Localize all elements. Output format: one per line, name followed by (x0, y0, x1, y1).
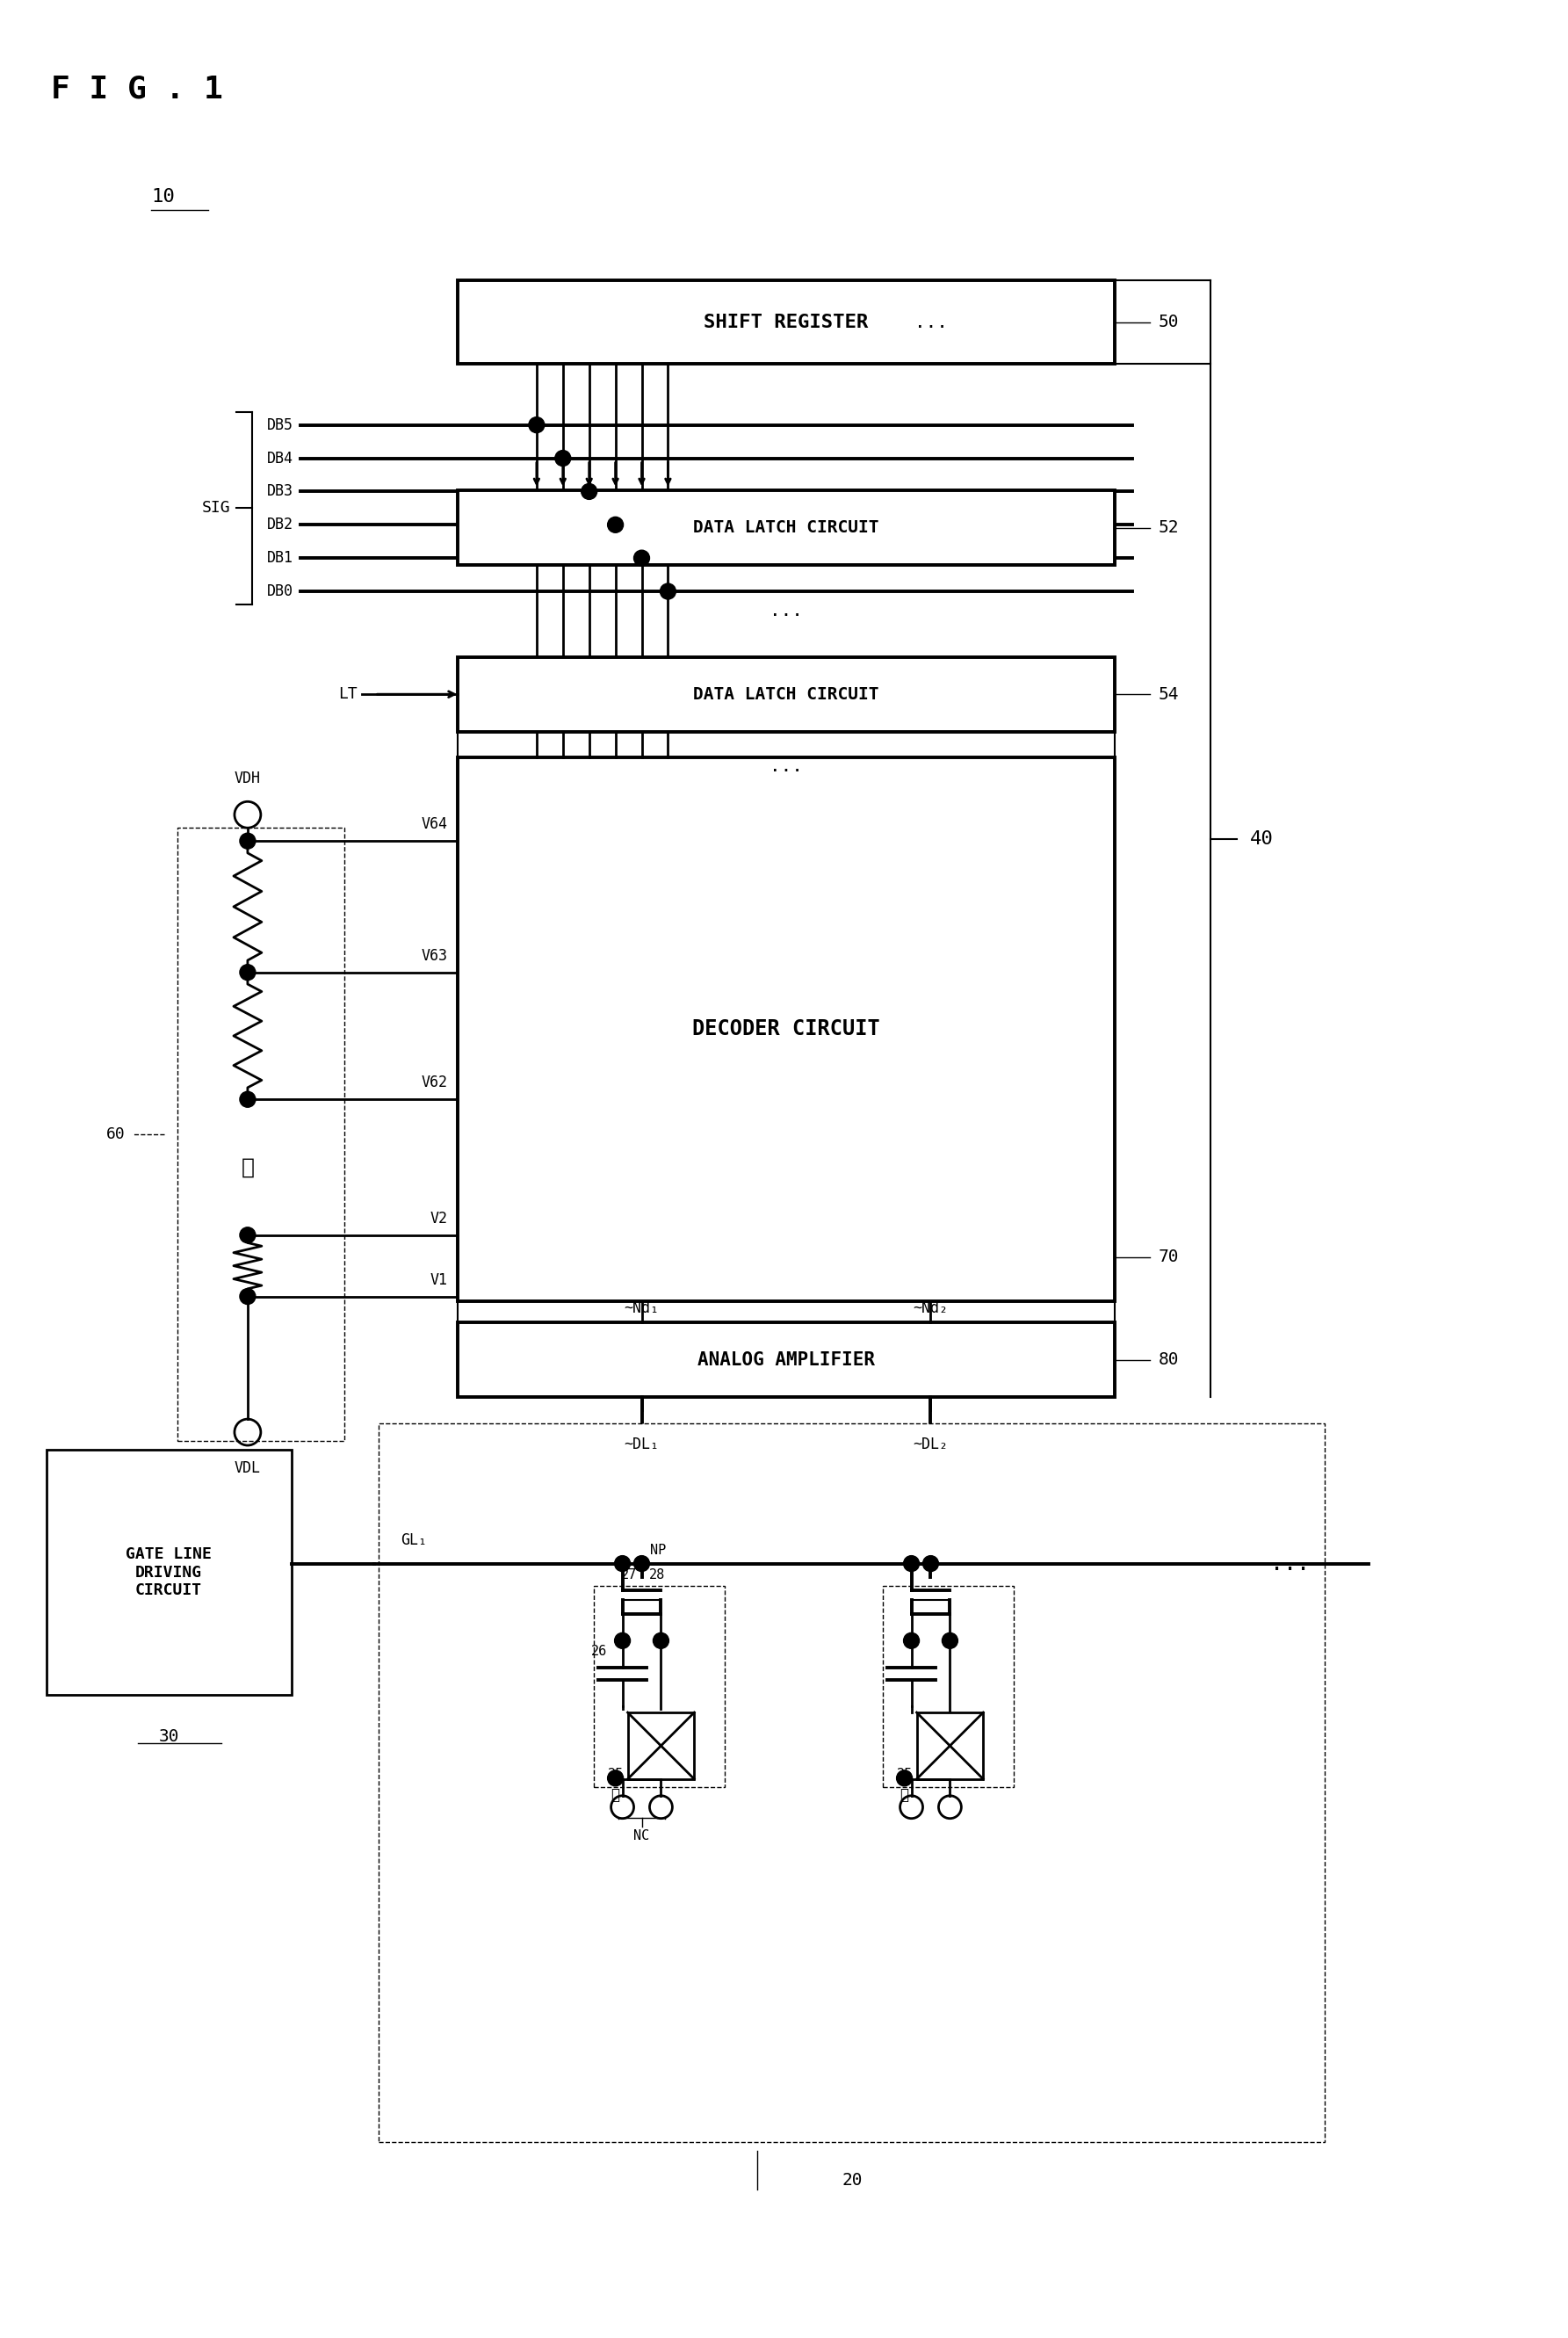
Text: DATA LATCH CIRCUIT: DATA LATCH CIRCUIT (693, 685, 880, 704)
Circle shape (942, 1632, 958, 1648)
Text: ...: ... (1270, 1552, 1309, 1573)
Bar (594, 1585, 724, 1786)
Circle shape (615, 1632, 630, 1648)
Text: 54: 54 (1159, 685, 1179, 704)
Bar (627, 1711, 695, 1779)
Circle shape (240, 966, 256, 980)
Circle shape (555, 451, 571, 465)
Circle shape (582, 484, 597, 500)
Text: VDL: VDL (235, 1461, 260, 1475)
Text: 25: 25 (607, 1768, 624, 1782)
Text: 25: 25 (897, 1768, 913, 1782)
Text: ...: ... (770, 758, 803, 776)
Text: V62: V62 (420, 1075, 447, 1090)
Text: SIG: SIG (201, 500, 230, 517)
Text: SHIFT REGISTER: SHIFT REGISTER (704, 313, 869, 330)
Text: V63: V63 (420, 947, 447, 963)
Text: 52: 52 (1159, 519, 1179, 535)
Text: DATA LATCH CIRCUIT: DATA LATCH CIRCUIT (693, 519, 880, 535)
Text: VDH: VDH (235, 772, 260, 786)
Bar (458, 657, 1115, 732)
Circle shape (903, 1555, 919, 1571)
Text: V2: V2 (430, 1211, 447, 1227)
Text: 20: 20 (842, 2172, 862, 2188)
Text: DB5: DB5 (267, 416, 293, 433)
Circle shape (615, 1555, 630, 1571)
Bar (379, 1424, 1325, 2142)
Text: 40: 40 (1250, 830, 1273, 849)
Circle shape (240, 1288, 256, 1305)
Text: ANALOG AMPLIFIER: ANALOG AMPLIFIER (698, 1351, 875, 1368)
Text: DB3: DB3 (267, 484, 293, 500)
Text: ~Nd₂: ~Nd₂ (913, 1300, 949, 1316)
Text: 30: 30 (158, 1728, 179, 1744)
Text: DB4: DB4 (267, 451, 293, 465)
Bar (458, 758, 1115, 1300)
Text: ⋮: ⋮ (241, 1157, 254, 1178)
Text: 27: 27 (621, 1569, 637, 1580)
Circle shape (633, 549, 649, 566)
Text: ~Nd₁: ~Nd₁ (624, 1300, 659, 1316)
Text: GATE LINE
DRIVING
CIRCUIT: GATE LINE DRIVING CIRCUIT (125, 1545, 212, 1599)
Text: GL₁: GL₁ (401, 1531, 426, 1548)
Circle shape (924, 1555, 939, 1571)
Text: DB0: DB0 (267, 584, 293, 599)
Text: 60: 60 (107, 1127, 125, 1143)
Text: NP: NP (651, 1543, 666, 1557)
Bar (458, 491, 1115, 566)
Text: DECODER CIRCUIT: DECODER CIRCUIT (693, 1019, 880, 1040)
Bar (883, 1585, 1014, 1786)
Circle shape (240, 1092, 256, 1108)
Bar (458, 1323, 1115, 1398)
Circle shape (633, 1555, 649, 1571)
Text: V1: V1 (430, 1272, 447, 1288)
Text: ~DL₁: ~DL₁ (624, 1436, 659, 1452)
Text: 80: 80 (1159, 1351, 1179, 1368)
Circle shape (240, 1227, 256, 1244)
Text: ⋮: ⋮ (612, 1786, 619, 1803)
Bar (458, 281, 1115, 365)
Text: NC: NC (633, 1828, 649, 1842)
Bar (917, 1711, 983, 1779)
Bar (45, 1450, 292, 1695)
Circle shape (607, 1770, 624, 1786)
Text: 10: 10 (151, 189, 174, 206)
Bar (177, 828, 343, 1440)
Circle shape (654, 1632, 670, 1648)
Text: ...: ... (914, 313, 947, 330)
Text: ...: ... (770, 603, 803, 620)
Circle shape (903, 1632, 919, 1648)
Text: ⋮: ⋮ (900, 1786, 909, 1803)
Text: ~DL₂: ~DL₂ (913, 1436, 949, 1452)
Text: LT: LT (339, 687, 358, 701)
Text: 50: 50 (1159, 313, 1179, 330)
Text: DB1: DB1 (267, 549, 293, 566)
Circle shape (240, 832, 256, 849)
Circle shape (607, 517, 624, 533)
Text: 70: 70 (1159, 1248, 1179, 1265)
Text: 26: 26 (591, 1646, 607, 1658)
Text: F I G . 1: F I G . 1 (50, 75, 223, 105)
Circle shape (660, 584, 676, 599)
Circle shape (897, 1770, 913, 1786)
Text: DB2: DB2 (267, 517, 293, 533)
Circle shape (528, 416, 544, 433)
Text: V64: V64 (420, 816, 447, 832)
Text: 28: 28 (649, 1569, 665, 1580)
